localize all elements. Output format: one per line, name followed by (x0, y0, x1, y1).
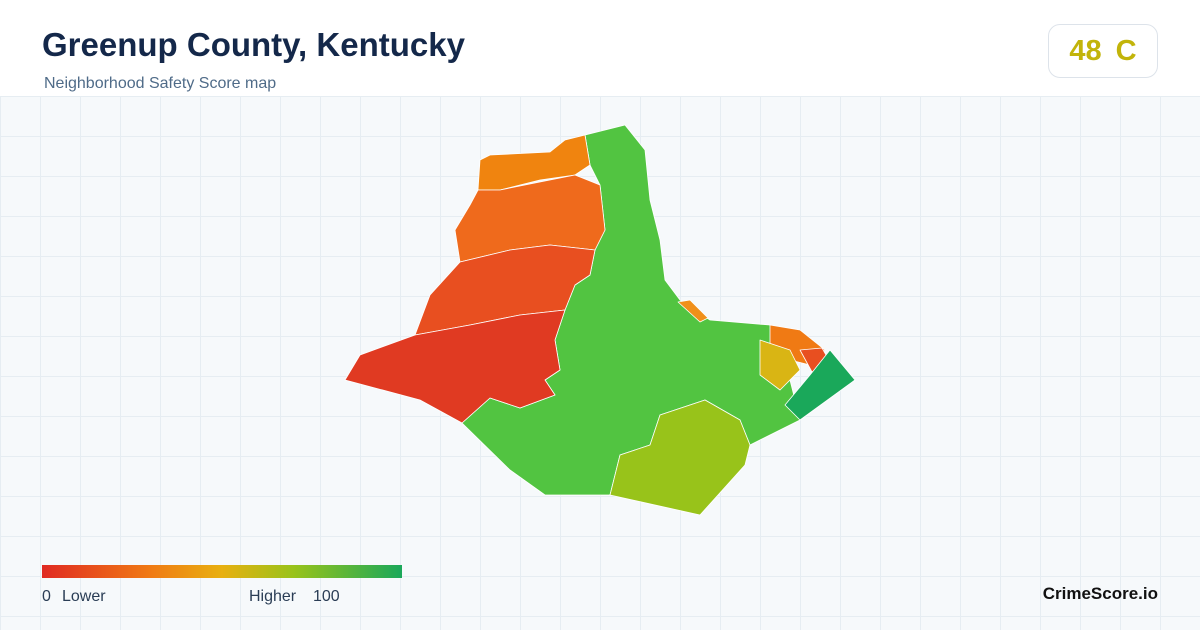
legend-gradient (42, 565, 402, 578)
title: Greenup County, Kentucky (42, 26, 465, 63)
subtitle: Neighborhood Safety Score map (44, 75, 277, 92)
region (609, 399, 751, 516)
region (677, 299, 709, 323)
legend-max: 100 (313, 588, 340, 605)
brand: CrimeScore.io (1042, 584, 1158, 603)
grade: C (1115, 34, 1137, 67)
score: 48 (1069, 34, 1102, 67)
legend-low-label: Lower (62, 588, 106, 605)
legend-min: 0 (42, 588, 51, 605)
score-badge: 48 C (1048, 24, 1158, 78)
region (414, 244, 596, 336)
region (784, 349, 856, 421)
legend-high-label: Higher (249, 588, 297, 605)
region (344, 309, 566, 424)
region (759, 339, 801, 391)
